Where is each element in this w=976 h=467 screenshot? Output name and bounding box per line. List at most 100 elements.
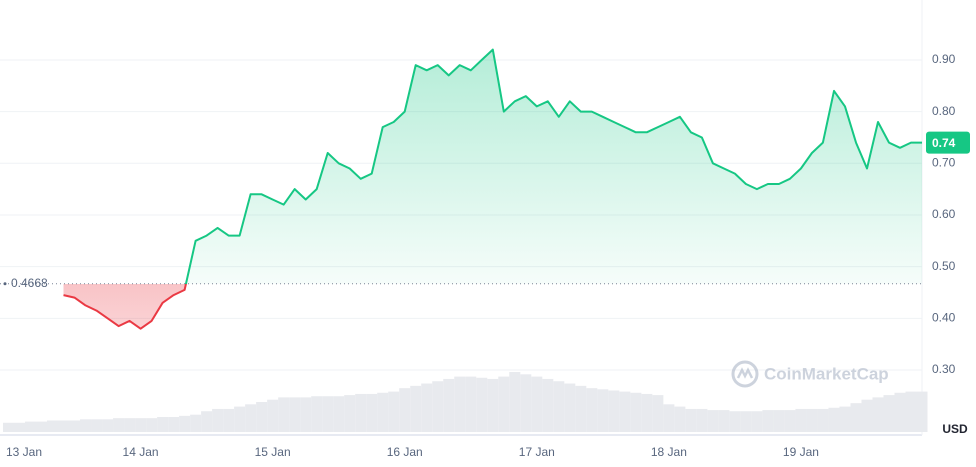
volume-bar bbox=[36, 421, 48, 432]
x-tick-label: 17 Jan bbox=[519, 445, 555, 459]
volume-bar bbox=[586, 388, 598, 432]
volume-bar bbox=[102, 419, 114, 432]
volume-bar bbox=[905, 391, 917, 432]
volume-bar bbox=[773, 410, 785, 432]
volume-bar bbox=[146, 418, 158, 432]
volume-bar bbox=[542, 378, 554, 432]
volume-bar bbox=[278, 397, 290, 432]
volume-bar bbox=[322, 396, 334, 432]
volume-bar bbox=[113, 418, 125, 432]
volume-bar bbox=[531, 376, 543, 432]
volume-bar bbox=[421, 383, 433, 432]
volume-bar bbox=[157, 417, 169, 432]
price-line bbox=[63, 48, 922, 330]
x-tick-label: 14 Jan bbox=[123, 445, 159, 459]
volume-bar bbox=[696, 408, 708, 432]
x-tick-label: 15 Jan bbox=[255, 445, 291, 459]
volume-bar bbox=[256, 402, 268, 432]
volume-bar bbox=[432, 381, 444, 432]
volume-bar bbox=[465, 376, 477, 432]
volume-bar bbox=[883, 395, 895, 432]
volume-bar bbox=[553, 381, 565, 432]
volume-bar bbox=[69, 420, 81, 432]
volume-bar bbox=[740, 411, 752, 432]
watermark-logo bbox=[731, 360, 759, 388]
volume-bar bbox=[454, 376, 466, 432]
volume-bar bbox=[333, 396, 345, 432]
volume-bar bbox=[476, 377, 488, 432]
volume-bar bbox=[575, 385, 587, 432]
volume-bar bbox=[245, 404, 257, 432]
y-tick-label: 0.30 bbox=[932, 362, 956, 376]
volume-bar bbox=[300, 397, 312, 432]
volume-bar bbox=[674, 406, 686, 432]
y-tick-label: 0.80 bbox=[932, 104, 956, 118]
volume-bar bbox=[872, 397, 884, 432]
watermark-text: CoinMarketCap bbox=[764, 364, 889, 383]
volume-bar bbox=[135, 418, 147, 432]
volume-bar bbox=[751, 411, 763, 432]
volume-bar bbox=[91, 419, 103, 432]
volume-bar bbox=[410, 385, 422, 432]
volume-bar bbox=[828, 407, 840, 432]
volume-bar bbox=[212, 408, 224, 432]
volume-bar bbox=[366, 393, 378, 432]
volume-bar bbox=[597, 389, 609, 432]
volume-bar bbox=[498, 376, 510, 432]
volume-bar bbox=[619, 391, 631, 432]
volume-bar bbox=[762, 410, 774, 432]
watermark: CoinMarketCap bbox=[731, 360, 889, 388]
volume-bar bbox=[795, 408, 807, 432]
volume-bar bbox=[916, 391, 928, 432]
y-tick-label: 0.40 bbox=[932, 310, 956, 324]
volume-bar bbox=[630, 392, 642, 432]
volume-bar bbox=[168, 417, 180, 432]
y-tick-label: 0.70 bbox=[932, 155, 956, 169]
volume-bar bbox=[25, 421, 37, 432]
price-area bbox=[63, 49, 922, 329]
volume-bar bbox=[850, 403, 862, 432]
volume-bar bbox=[652, 395, 664, 432]
volume-bar bbox=[784, 410, 796, 432]
volume-bar bbox=[707, 410, 719, 432]
baseline-label: 0.4668 bbox=[11, 276, 48, 290]
volume-bar bbox=[487, 378, 499, 432]
volume-bar bbox=[509, 372, 521, 432]
volume-bar bbox=[377, 392, 389, 432]
x-tick-label: 19 Jan bbox=[783, 445, 819, 459]
volume-bar bbox=[520, 374, 532, 432]
volume-bar bbox=[311, 396, 323, 432]
x-tick-label: 13 Jan bbox=[6, 445, 42, 459]
volume-bar bbox=[289, 397, 301, 432]
volume-bar bbox=[443, 378, 455, 432]
volume-bar bbox=[179, 415, 191, 432]
volume-bar bbox=[47, 420, 59, 432]
watermark-logo bbox=[736, 367, 754, 379]
unit-label: USD bbox=[942, 422, 968, 436]
volume-bar bbox=[817, 408, 829, 432]
volume-bar bbox=[234, 406, 246, 432]
price-tag-label: 0.74 bbox=[932, 136, 956, 150]
volume-bar bbox=[14, 422, 26, 432]
volume-bar bbox=[201, 411, 213, 432]
volume-bar bbox=[388, 391, 400, 432]
y-tick-label: 0.50 bbox=[932, 259, 956, 273]
volume-bar bbox=[839, 406, 851, 432]
volume-bar bbox=[223, 408, 235, 432]
volume-bar bbox=[344, 395, 356, 432]
volume-bar bbox=[355, 393, 367, 432]
volume-bar bbox=[80, 419, 92, 432]
x-tick-label: 18 Jan bbox=[651, 445, 687, 459]
volume-bar bbox=[564, 383, 576, 432]
volume-bar bbox=[267, 399, 279, 432]
volume-bar bbox=[729, 411, 741, 432]
volume-bar bbox=[861, 399, 873, 432]
volume-bar bbox=[806, 408, 818, 432]
volume-bar bbox=[685, 408, 697, 432]
volume-bar bbox=[608, 390, 620, 432]
x-tick-label: 16 Jan bbox=[387, 445, 423, 459]
price-tag bbox=[926, 131, 970, 154]
volume-bar bbox=[2, 422, 15, 432]
